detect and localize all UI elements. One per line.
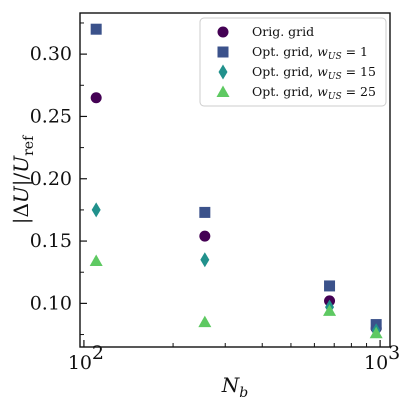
legend-marker-4 [216,85,230,97]
plot-frame [79,12,391,348]
point-series3-1 [91,202,101,218]
y-axis-title: |ΔU|/Uref [9,134,37,224]
y-tick-label-1: 0.10 [30,292,72,314]
point-series2-3 [324,280,336,292]
x-axis: 10 2 10 3 [68,340,400,374]
x-tick-label-1: 10 [68,352,92,374]
x-axis-title-sub: b [239,385,248,401]
y-tick-label-2: 0.15 [30,230,72,252]
svg-text:|ΔU|/Uref: |ΔU|/Uref [9,134,37,224]
x-tick-exp-1: 2 [92,342,104,364]
point-series2-1 [90,23,102,35]
point-series4-1 [89,254,103,267]
point-series4-4 [369,326,383,339]
legend-label-4: Opt. grid, wUS = 25 [252,84,376,102]
y-tick-label-4: 0.25 [30,105,72,127]
legend-marker-1 [217,26,229,38]
legend: Orig. grid Opt. grid, wUS = 1 Opt. grid, w… [199,17,387,107]
point-series1-2 [199,230,211,242]
point-series4-2 [198,315,212,328]
legend-box [199,17,387,107]
legend-label-1: Orig. grid [252,24,314,39]
y-tick-label-5: 0.30 [30,43,72,65]
y-tick-label-3: 0.20 [30,168,72,190]
point-series2-2 [199,206,211,218]
legend-label-2: Opt. grid, wUS = 1 [252,44,368,62]
x-tick-exp-2: 3 [388,342,400,364]
legend-marker-3 [218,64,228,80]
svg-text:Nb: Nb [221,373,249,401]
gridless-plot-area [89,23,383,339]
legend-marker-2 [217,46,229,58]
x-axis-title: Nb [221,373,249,401]
y-axis: 0.10 0.15 0.20 0.25 0.30 [30,22,87,336]
x-axis-title-main: N [221,373,241,397]
point-series4-3 [323,304,337,316]
point-series1-1 [90,92,102,104]
point-series3-2 [200,252,210,268]
x-tick-label-2: 10 [364,352,388,374]
legend-label-3: Opt. grid, wUS = 15 [252,64,376,82]
